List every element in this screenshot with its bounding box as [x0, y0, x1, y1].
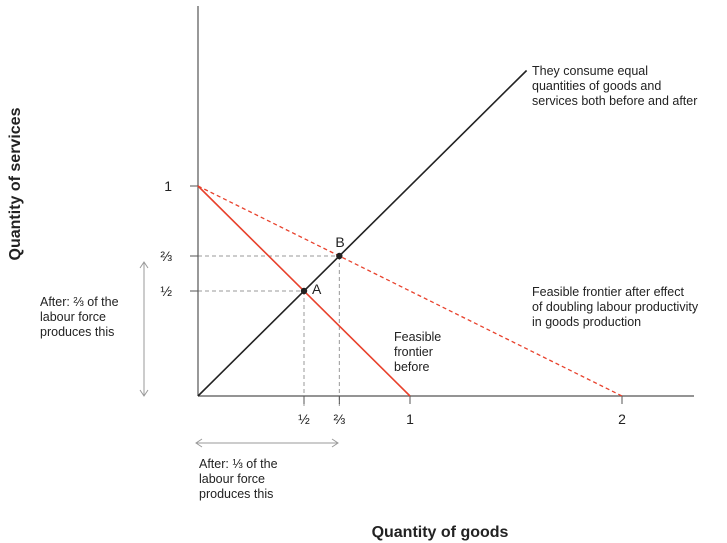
annotation-goods-share-line-0: After: ⅓ of the — [199, 457, 278, 471]
annotation-after-frontier-line-1: of doubling labour productivity — [532, 300, 699, 314]
goods-share-arrow-head-right — [331, 438, 339, 448]
annotation-equal-line-1: quantities of goods and — [532, 79, 661, 93]
goods-share-arrow-head-left — [195, 438, 203, 448]
annotation-equal-line-2: services both before and after — [532, 94, 697, 108]
services-share-arrow-head-top — [139, 261, 149, 269]
axes — [197, 6, 694, 397]
y-tick-label-2: 1 — [164, 178, 172, 194]
services-share-arrow-head-bottom — [139, 389, 149, 397]
annotation-goods-share-line-1: labour force — [199, 472, 265, 486]
annotation-services-share-line-1: labour force — [40, 310, 106, 324]
annotation-goods-share-line-2: produces this — [199, 487, 273, 501]
x-tick-label-0: ½ — [298, 411, 310, 427]
annotation-before-frontier-line-2: before — [394, 360, 429, 374]
y-axis-title: Quantity of services — [7, 107, 24, 260]
x-tick-label-3: 2 — [618, 411, 626, 427]
point-label-a: A — [312, 281, 322, 297]
bracket-arrows — [139, 261, 339, 448]
x-tick-label-1: ⅔ — [333, 411, 345, 427]
point-a — [300, 287, 308, 295]
guide-lines — [198, 255, 340, 406]
y-tick-label-0: ½ — [160, 283, 172, 299]
annotation-before-frontier-line-0: Feasible — [394, 330, 441, 344]
points: AB — [300, 234, 345, 297]
annotation-after-frontier-line-2: in goods production — [532, 315, 641, 329]
x-tick-label-2: 1 — [406, 411, 414, 427]
equal-consumption-line — [197, 69, 528, 397]
frontier-after-line — [197, 185, 623, 397]
annotation-after-frontier-line-0: Feasible frontier after effect — [532, 285, 684, 299]
point-label-b: B — [335, 234, 344, 250]
annotation-services-share-line-0: After: ⅔ of the — [40, 295, 119, 309]
annotation-services-share-line-2: produces this — [40, 325, 114, 339]
annotation-before-frontier-line-1: frontier — [394, 345, 433, 359]
y-tick-label-1: ⅔ — [160, 248, 172, 264]
annotation-equal-line-0: They consume equal — [532, 64, 648, 78]
ticks: ½ ⅔ 1 2 ½ ⅔ 1 — [160, 178, 626, 427]
x-axis-title: Quantity of goods — [372, 524, 509, 541]
point-b — [336, 252, 343, 260]
